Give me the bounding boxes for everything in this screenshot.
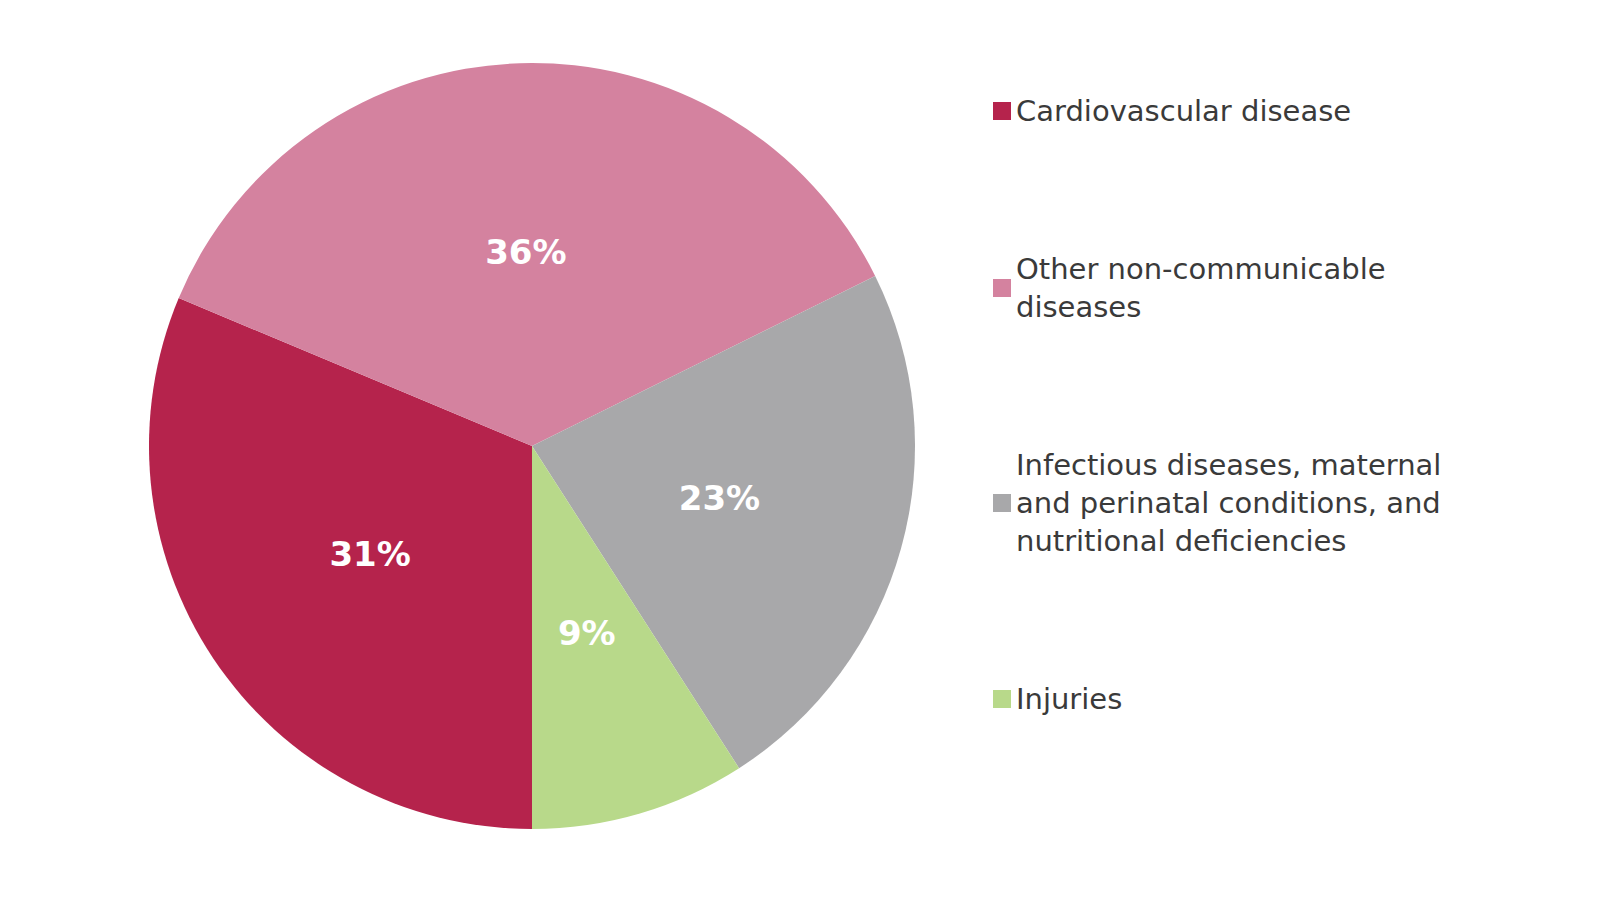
svg-text:Infectious diseases, maternal: Infectious diseases, maternal (1016, 448, 1451, 482)
svg-text:Injuries: Injuries (1016, 682, 1122, 716)
svg-text:nutritional deficiencies: nutritional deficiencies (1016, 524, 1346, 558)
svg-text:diseases: diseases (1016, 290, 1141, 324)
svg-text:and perinatal conditions, and: and perinatal conditions, and (1016, 486, 1450, 520)
svg-text:36%: 36% (485, 232, 566, 272)
svg-text:9%: 9% (558, 613, 616, 653)
svg-text:Cardiovascular disease: Cardiovascular disease (1016, 94, 1351, 128)
svg-text:31%: 31% (329, 534, 410, 574)
svg-text:23%: 23% (679, 478, 760, 518)
svg-text:Other non-communicable: Other non-communicable (1016, 252, 1395, 286)
